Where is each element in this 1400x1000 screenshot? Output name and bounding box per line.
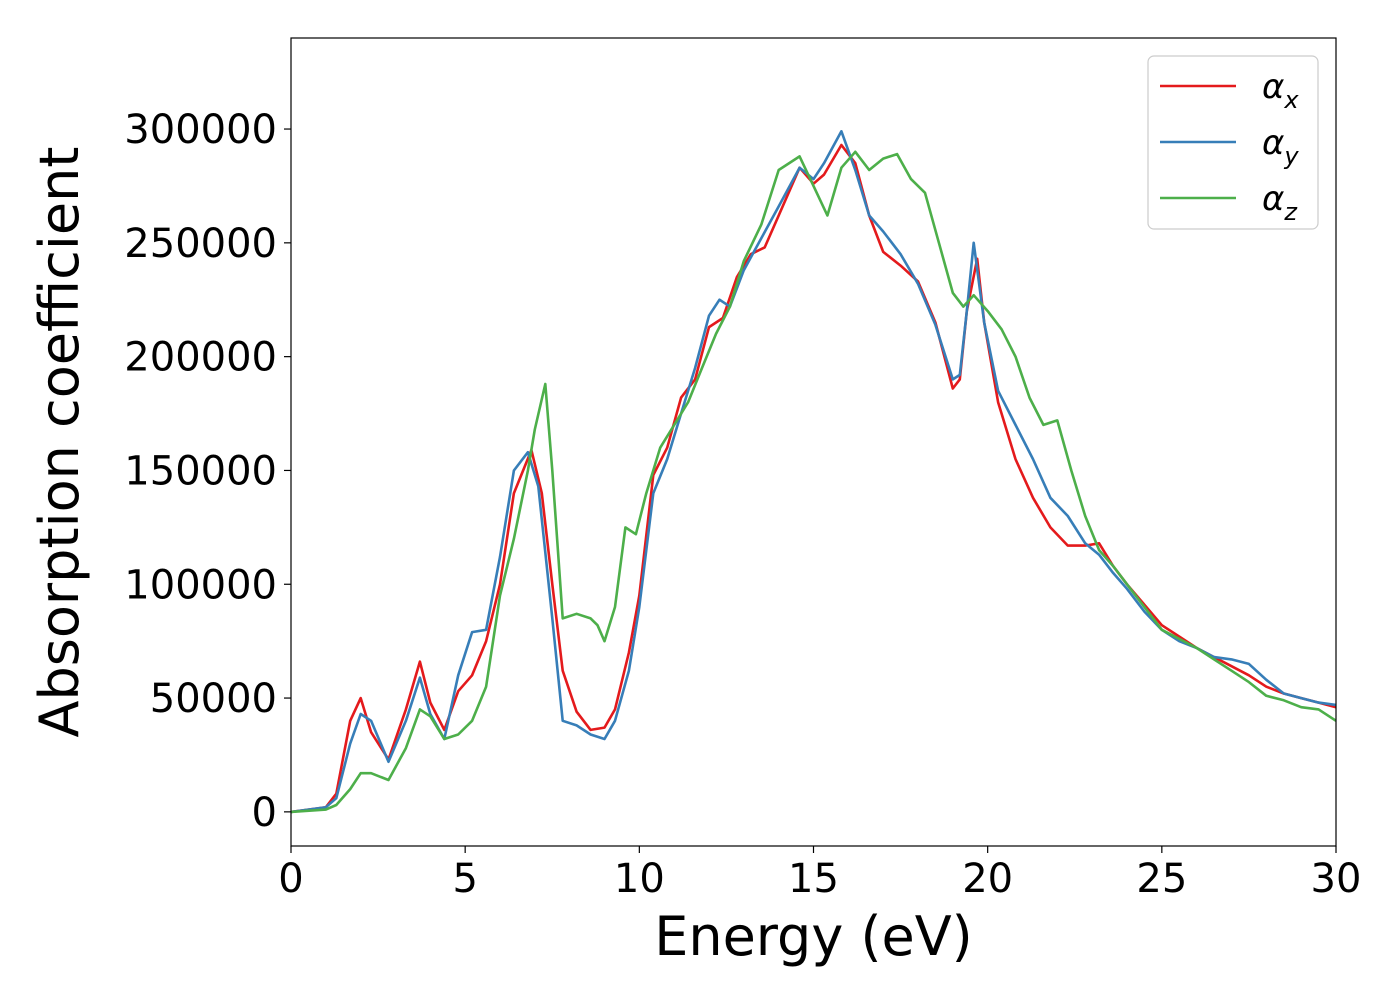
series-layer [291,130,1336,814]
x-tick-label: 0 [278,856,303,902]
x-tick-label: 20 [962,856,1013,902]
y-tick-label: 100000 [124,562,277,608]
series-line-y [291,130,1336,814]
x-tick-label: 10 [614,856,665,902]
y-axis-title: Absorption coefficient [28,147,91,738]
x-axis-title: Energy (eV) [654,905,973,968]
x-tick-label: 5 [452,856,477,902]
legend-subscript: z [1283,198,1298,226]
x-tick-label: 30 [1311,856,1362,902]
x-tick-label: 25 [1136,856,1187,902]
y-tick-label: 50000 [150,676,277,722]
y-tick-label: 300000 [124,107,277,153]
y-tick-label: 0 [252,790,277,836]
legend-subscript: y [1283,142,1299,170]
y-axis-ticks: 0 50000 100000 150000 200000 250000 300000 [124,107,291,836]
y-tick-label: 200000 [124,335,277,381]
y-tick-label: 250000 [124,221,277,267]
legend-subscript: x [1283,86,1299,114]
series-line-z [291,150,1336,814]
x-tick-label: 15 [788,856,839,902]
y-tick-label: 150000 [124,448,277,494]
x-axis-ticks: 0 5 10 15 20 25 30 [278,846,1361,902]
